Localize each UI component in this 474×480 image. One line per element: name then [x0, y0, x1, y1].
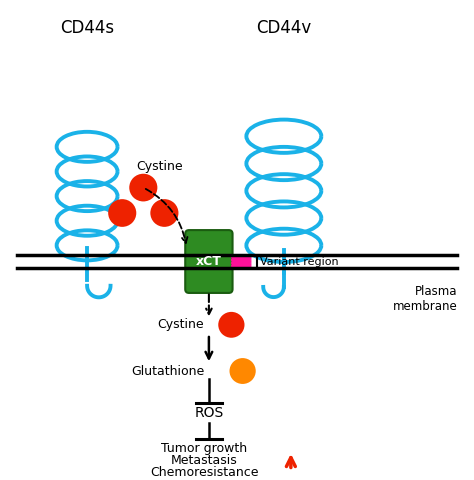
- Text: Tumor growth: Tumor growth: [161, 442, 247, 455]
- Text: Glutathione: Glutathione: [131, 364, 204, 377]
- Text: CD44v: CD44v: [256, 19, 311, 37]
- Text: Metastasis: Metastasis: [171, 454, 237, 467]
- Text: xCT: xCT: [196, 255, 222, 268]
- Text: Plasma
membrane: Plasma membrane: [392, 285, 457, 312]
- Text: Chemoresistance: Chemoresistance: [150, 466, 258, 479]
- Text: Variant region: Variant region: [260, 256, 339, 266]
- Circle shape: [108, 199, 137, 227]
- Text: ROS: ROS: [194, 406, 224, 420]
- Circle shape: [129, 174, 157, 202]
- Circle shape: [229, 358, 256, 384]
- Text: CD44s: CD44s: [60, 19, 114, 37]
- Text: Cystine: Cystine: [137, 160, 183, 173]
- FancyBboxPatch shape: [185, 230, 233, 293]
- Circle shape: [150, 199, 178, 227]
- Circle shape: [218, 312, 245, 338]
- Text: Cystine: Cystine: [157, 318, 204, 331]
